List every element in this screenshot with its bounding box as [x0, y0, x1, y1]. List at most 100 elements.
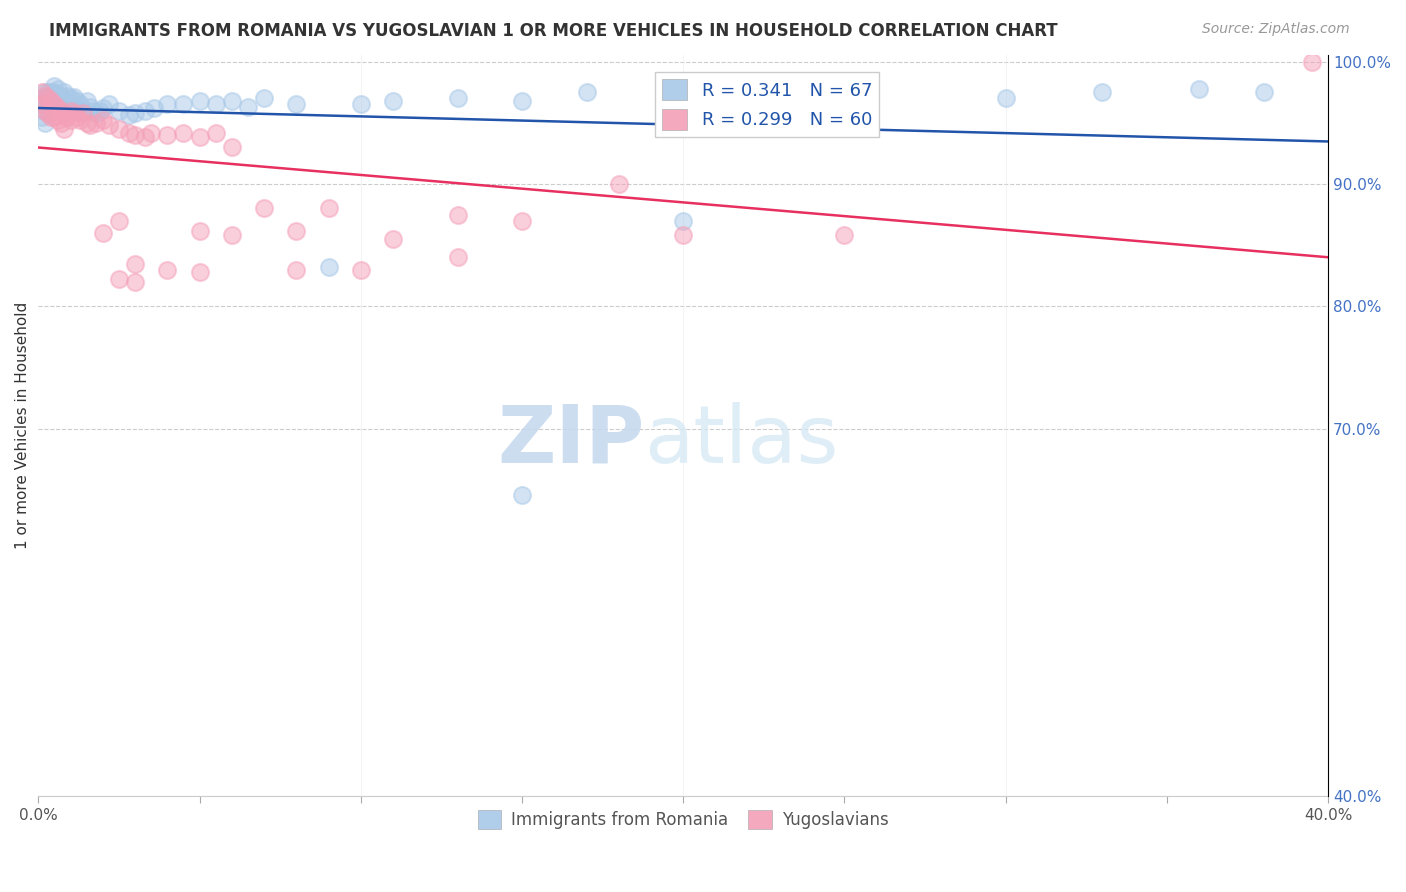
Point — [117, 126, 139, 140]
Point — [34, 103, 56, 118]
Point — [1253, 85, 1275, 99]
Point — [188, 265, 211, 279]
Text: IMMIGRANTS FROM ROMANIA VS YUGOSLAVIAN 1 OR MORE VEHICLES IN HOUSEHOLD CORRELATI: IMMIGRANTS FROM ROMANIA VS YUGOSLAVIAN 1… — [49, 22, 1057, 40]
Point — [285, 223, 308, 237]
Point — [79, 118, 101, 132]
Point — [31, 97, 53, 112]
Point — [76, 94, 98, 108]
Point — [72, 106, 94, 120]
Point — [44, 94, 66, 108]
Point — [89, 103, 111, 118]
Point — [172, 97, 194, 112]
Point — [141, 126, 163, 140]
Point — [34, 85, 56, 99]
Point — [66, 110, 89, 124]
Point — [49, 88, 72, 103]
Point — [86, 116, 108, 130]
Point — [108, 272, 131, 286]
Point — [382, 232, 405, 246]
Point — [44, 103, 66, 118]
Point — [350, 262, 373, 277]
Point — [56, 98, 79, 112]
Point — [172, 126, 194, 140]
Point — [236, 100, 259, 114]
Point — [37, 97, 59, 112]
Point — [91, 113, 114, 128]
Point — [31, 91, 53, 105]
Point — [124, 275, 146, 289]
Point — [350, 97, 373, 112]
Point — [46, 101, 69, 115]
Point — [69, 97, 91, 112]
Point — [1091, 85, 1114, 99]
Point — [188, 94, 211, 108]
Point — [59, 113, 82, 128]
Point — [285, 262, 308, 277]
Point — [56, 110, 79, 124]
Point — [188, 130, 211, 145]
Point — [1301, 54, 1323, 69]
Point — [124, 256, 146, 270]
Point — [607, 177, 630, 191]
Text: ZIP: ZIP — [498, 401, 644, 480]
Point — [98, 97, 121, 112]
Point — [37, 85, 59, 99]
Point — [59, 103, 82, 118]
Point — [39, 103, 62, 118]
Point — [56, 88, 79, 103]
Point — [156, 97, 179, 112]
Point — [34, 88, 56, 103]
Point — [39, 94, 62, 108]
Point — [39, 110, 62, 124]
Point — [53, 95, 76, 109]
Point — [53, 85, 76, 99]
Point — [253, 91, 276, 105]
Point — [446, 251, 468, 265]
Point — [46, 81, 69, 95]
Point — [134, 103, 156, 118]
Point — [34, 103, 56, 118]
Point — [221, 228, 243, 243]
Point — [31, 85, 53, 99]
Point — [91, 101, 114, 115]
Point — [124, 106, 146, 120]
Point — [37, 106, 59, 120]
Point — [53, 122, 76, 136]
Point — [66, 94, 89, 108]
Point — [91, 226, 114, 240]
Point — [510, 488, 533, 502]
Point — [44, 110, 66, 124]
Point — [994, 91, 1017, 105]
Point — [108, 103, 131, 118]
Point — [253, 202, 276, 216]
Y-axis label: 1 or more Vehicles in Household: 1 or more Vehicles in Household — [15, 302, 30, 549]
Point — [37, 106, 59, 120]
Point — [382, 94, 405, 108]
Point — [108, 213, 131, 227]
Point — [31, 110, 53, 124]
Point — [39, 94, 62, 108]
Point — [44, 97, 66, 112]
Text: Source: ZipAtlas.com: Source: ZipAtlas.com — [1202, 22, 1350, 37]
Point — [69, 113, 91, 128]
Point — [575, 85, 598, 99]
Point — [117, 108, 139, 122]
Point — [59, 91, 82, 105]
Point — [672, 228, 695, 243]
Point — [37, 91, 59, 105]
Point — [86, 106, 108, 120]
Point — [46, 113, 69, 128]
Point — [39, 85, 62, 99]
Point — [510, 94, 533, 108]
Point — [82, 103, 104, 118]
Point — [72, 103, 94, 118]
Point — [37, 91, 59, 105]
Point — [108, 122, 131, 136]
Point — [285, 97, 308, 112]
Point — [446, 208, 468, 222]
Text: atlas: atlas — [644, 401, 839, 480]
Point — [156, 262, 179, 277]
Point — [1188, 81, 1211, 95]
Point — [44, 78, 66, 93]
Point — [62, 90, 84, 104]
